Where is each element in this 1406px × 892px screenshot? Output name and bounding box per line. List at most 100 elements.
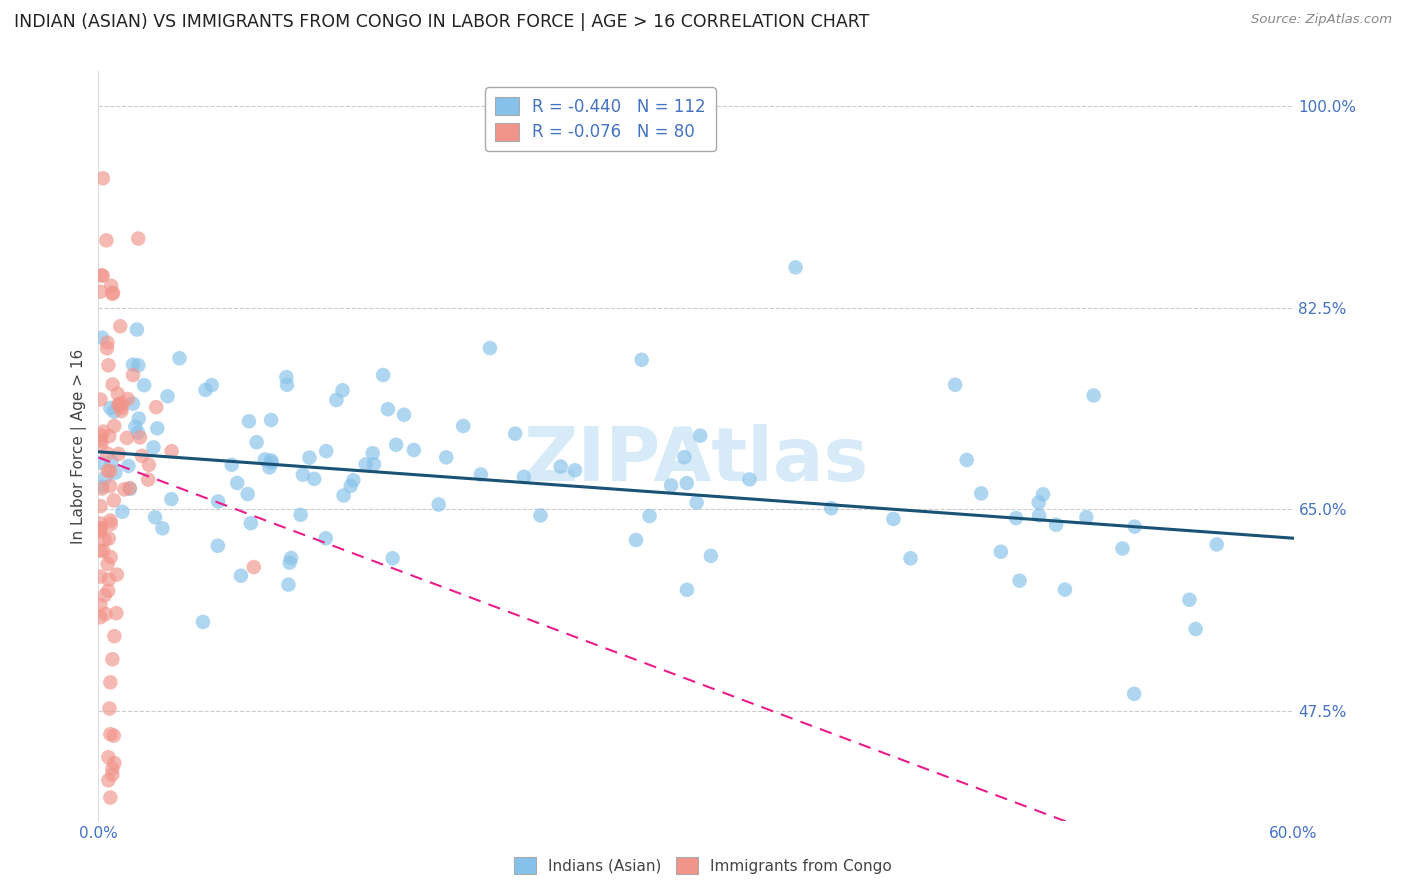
Point (91, 331, 114, 345)
Point (280, 551, 302, 566)
Point (89, 610, 111, 624)
Point (785, 260, 807, 275)
Point (191, 615, 214, 629)
Point (260, 456, 283, 470)
Point (103, 729, 125, 743)
Point (685, 496, 707, 510)
Point (361, 446, 384, 460)
Point (325, 392, 347, 407)
Point (142, 441, 165, 455)
Point (90, 436, 112, 450)
Point (101, 652, 124, 666)
Point (354, 458, 377, 472)
Point (243, 560, 266, 574)
Point (229, 568, 252, 582)
Point (100, 401, 122, 415)
Point (689, 428, 711, 442)
Point (101, 377, 124, 392)
Legend: R = -0.440   N = 112, R = -0.076   N = 80: R = -0.440 N = 112, R = -0.076 N = 80 (485, 87, 716, 151)
Point (111, 396, 134, 410)
Point (100, 550, 122, 565)
Point (97, 532, 120, 546)
Point (529, 508, 551, 523)
Point (98, 790, 122, 805)
Point (89, 521, 111, 535)
Point (110, 401, 132, 415)
Text: Source: ZipAtlas.com: Source: ZipAtlas.com (1251, 13, 1392, 27)
Point (90, 428, 112, 442)
Point (385, 438, 408, 452)
Point (89, 516, 111, 531)
Point (96, 335, 118, 350)
Point (98, 701, 121, 715)
Point (118, 481, 141, 495)
Point (207, 539, 229, 553)
Point (93, 544, 115, 558)
Point (201, 378, 224, 392)
Point (738, 472, 761, 486)
Point (89, 569, 111, 583)
Point (315, 444, 337, 458)
Point (96, 341, 118, 355)
Point (138, 458, 160, 472)
Point (98, 464, 121, 478)
Point (89, 521, 111, 535)
Point (89, 499, 111, 513)
Point (943, 377, 966, 392)
Point (100, 516, 122, 531)
Point (226, 475, 249, 490)
Point (1028, 508, 1050, 523)
Point (94, 607, 117, 621)
Point (160, 492, 183, 507)
Point (124, 419, 146, 434)
Point (122, 358, 145, 372)
Point (513, 470, 536, 484)
Point (89, 598, 111, 612)
Point (221, 458, 243, 472)
Point (107, 387, 129, 401)
Point (1178, 592, 1201, 607)
Point (127, 359, 149, 373)
Point (638, 508, 661, 523)
Point (1123, 519, 1146, 533)
Point (259, 460, 281, 475)
Point (1008, 574, 1031, 588)
Point (131, 449, 153, 463)
Point (89, 524, 111, 539)
Point (1076, 510, 1098, 524)
Point (290, 508, 312, 522)
Point (127, 425, 149, 440)
Point (90, 434, 112, 448)
Point (1053, 582, 1076, 597)
Point (276, 370, 298, 384)
Point (277, 577, 299, 591)
Point (956, 453, 979, 467)
Point (659, 478, 682, 492)
Point (112, 483, 135, 497)
Point (550, 459, 572, 474)
Point (105, 606, 128, 620)
Point (478, 341, 501, 355)
Point (194, 383, 217, 397)
Point (260, 453, 283, 467)
Point (122, 368, 145, 382)
Point (169, 351, 191, 366)
Point (470, 467, 492, 482)
Point (339, 479, 361, 493)
Point (103, 629, 125, 643)
Point (302, 472, 325, 486)
Point (91, 482, 114, 496)
Point (990, 545, 1012, 559)
Point (117, 392, 139, 406)
Point (332, 384, 354, 398)
Point (143, 510, 166, 524)
Point (101, 285, 124, 300)
Point (105, 567, 128, 582)
Point (98, 479, 121, 493)
Point (236, 487, 259, 501)
Point (107, 447, 129, 461)
Point (115, 431, 138, 445)
Point (100, 514, 122, 528)
Point (111, 505, 134, 519)
Point (363, 457, 385, 471)
